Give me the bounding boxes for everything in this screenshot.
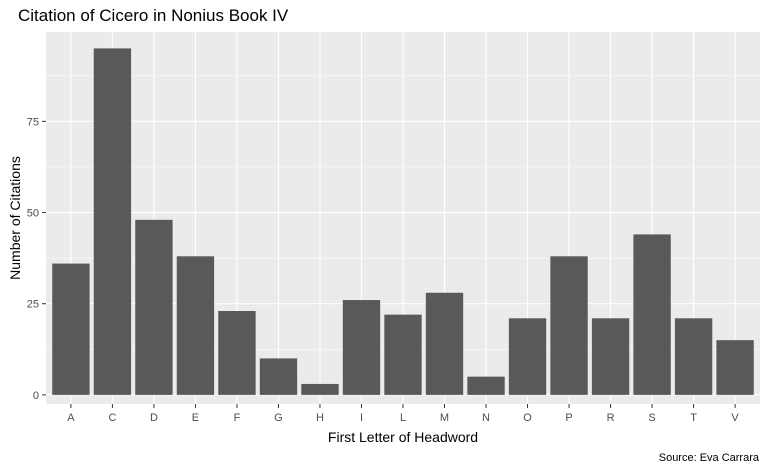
- x-tick-label: V: [731, 412, 739, 424]
- bar-C: [93, 48, 132, 395]
- bar-A: [52, 263, 90, 395]
- bar-H: [301, 383, 339, 395]
- x-tick-label: O: [523, 412, 532, 424]
- bar-V: [716, 340, 754, 395]
- x-tick-label: E: [192, 412, 199, 424]
- x-tick-label: R: [607, 412, 615, 424]
- x-tick-label: H: [316, 412, 324, 424]
- bar-F: [218, 311, 256, 395]
- x-tick-label: C: [108, 412, 116, 424]
- bar-N: [467, 376, 505, 395]
- bar-L: [384, 314, 422, 395]
- x-tick-label: N: [482, 412, 490, 424]
- y-axis-title: Number of Citations: [7, 156, 23, 280]
- bar-E: [176, 256, 215, 395]
- bar-P: [550, 256, 588, 395]
- x-tick-label: D: [150, 412, 158, 424]
- bar-G: [259, 358, 298, 395]
- x-tick-label: G: [274, 412, 283, 424]
- x-tick-label: P: [565, 412, 572, 424]
- x-tick-label: F: [234, 412, 241, 424]
- x-tick-label: T: [690, 412, 697, 424]
- x-tick-label: S: [648, 412, 655, 424]
- bar-I: [342, 300, 381, 395]
- bars: [52, 48, 754, 395]
- bar-O: [508, 318, 547, 395]
- x-tick-label: A: [67, 412, 75, 424]
- bar-M: [425, 292, 464, 395]
- bar-R: [591, 318, 630, 395]
- source-caption: Source: Eva Carrara: [659, 452, 760, 464]
- bar-D: [135, 219, 173, 395]
- x-tick-label: L: [400, 412, 406, 424]
- x-axis-title: First Letter of Headword: [328, 429, 478, 445]
- chart-title: Citation of Cicero in Nonius Book IV: [18, 6, 289, 25]
- y-tick-label: 25: [27, 299, 39, 311]
- y-axis-tick-labels: 0 25 50 75: [27, 116, 46, 402]
- x-tick-label: I: [360, 412, 363, 424]
- bar-T: [674, 318, 713, 395]
- y-tick-label: 75: [27, 116, 39, 128]
- y-tick-label: 0: [33, 390, 39, 402]
- bar-S: [633, 234, 671, 395]
- x-tick-label: M: [440, 412, 449, 424]
- y-tick-label: 50: [27, 208, 39, 220]
